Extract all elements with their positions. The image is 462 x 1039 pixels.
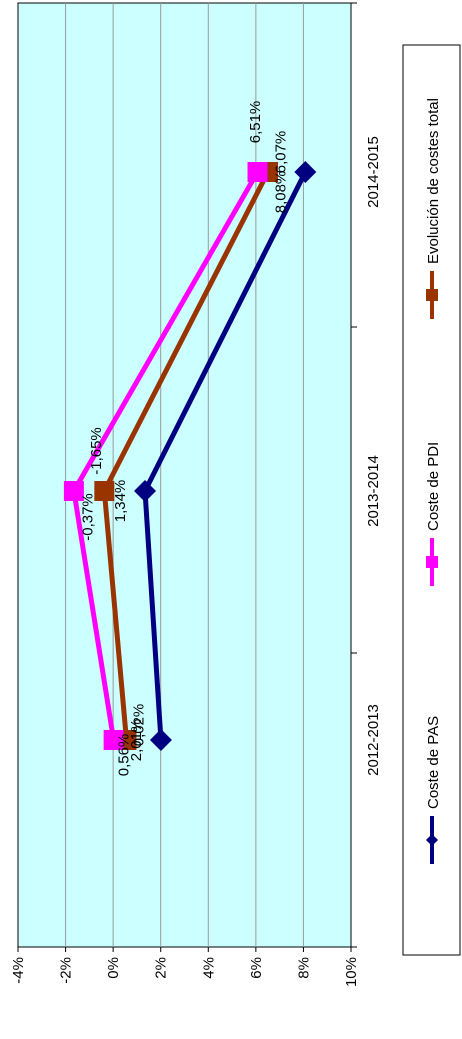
axes: -4% -2% 0% 2% 4% 6% 8% 10% 2012-2013 2013-2014 201… [10, 2, 382, 987]
category-tick-label: 2012-2013 [365, 704, 382, 776]
data-point-marker [426, 834, 438, 846]
data-label: -0,37% [79, 493, 96, 541]
data-point-marker [426, 556, 438, 568]
value-tick-label: 6% [248, 957, 265, 979]
value-tick-label: 8% [295, 957, 312, 979]
legend [402, 44, 461, 956]
value-tick-label: 2% [153, 957, 170, 979]
category-tick-label: 2014-2015 [365, 136, 382, 208]
data-label: 0,02% [131, 704, 148, 747]
data-point-marker [134, 480, 157, 502]
category-tick-label: 2013-2014 [365, 455, 382, 527]
data-point-marker [426, 289, 438, 301]
data-point-marker [149, 729, 172, 751]
value-tick-label: 10% [343, 957, 360, 987]
legend-items: Coste de PAS Coste de PDI Evolución de cos… [425, 98, 442, 864]
value-tick-label: -4% [10, 957, 27, 984]
data-label: 0,56% [115, 734, 132, 777]
data-point-marker [247, 162, 268, 182]
data-label: 6,07% [273, 131, 290, 174]
data-labels: 2,01% 1,34% 8,08% 0,02% -1,65% 6,07% 0,56% -0,3… [79, 101, 289, 777]
data-point-marker [103, 730, 124, 750]
plot-area [17, 2, 352, 948]
value-tick-label: -2% [58, 957, 75, 984]
data-label: 2,01% [128, 719, 145, 762]
legend-entry-label: Coste de PAS [425, 716, 442, 809]
legend-entry-label: Coste de PDI [425, 442, 442, 531]
legend-entry-label: Evolución de costes total [425, 98, 442, 264]
data-point-marker [94, 481, 115, 501]
data-label: -1,65% [88, 427, 105, 475]
data-point-marker [63, 481, 84, 501]
gridlines [65, 3, 304, 947]
data-label: 8,08% [272, 171, 289, 214]
value-tick-label: 0% [105, 957, 122, 979]
value-tick-label: 4% [200, 957, 217, 979]
series-layer [63, 161, 317, 751]
data-point-marker [294, 161, 317, 183]
data-label: 6,51% [247, 101, 264, 144]
data-label: 1,34% [112, 480, 129, 523]
